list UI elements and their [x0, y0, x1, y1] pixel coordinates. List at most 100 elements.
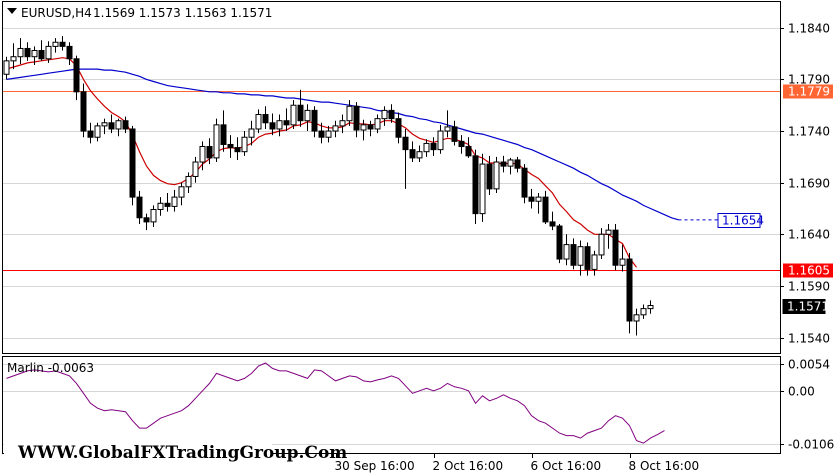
- candle[interactable]: [269, 113, 276, 136]
- candle[interactable]: [143, 213, 150, 231]
- candle[interactable]: [227, 135, 234, 158]
- candle[interactable]: [507, 157, 514, 175]
- candle[interactable]: [605, 223, 612, 249]
- candle[interactable]: [535, 192, 542, 214]
- candle[interactable]: [640, 304, 647, 319]
- collapse-triangle-icon[interactable]: [7, 8, 17, 14]
- candle[interactable]: [388, 104, 395, 123]
- candle[interactable]: [626, 252, 633, 334]
- candle[interactable]: [59, 36, 66, 51]
- candle[interactable]: [122, 116, 129, 134]
- candle[interactable]: [353, 102, 360, 138]
- candle[interactable]: [101, 118, 108, 135]
- candle[interactable]: [241, 131, 248, 156]
- candle[interactable]: [339, 114, 346, 134]
- candle[interactable]: [255, 109, 262, 134]
- candle[interactable]: [80, 83, 87, 138]
- candle[interactable]: [297, 89, 304, 127]
- candle[interactable]: [171, 189, 178, 212]
- candle[interactable]: [304, 104, 311, 132]
- candle[interactable]: [423, 139, 430, 157]
- x-tick-label: 8 Oct 16:00: [629, 459, 700, 473]
- candle[interactable]: [185, 172, 192, 193]
- candle[interactable]: [346, 100, 353, 126]
- candle[interactable]: [402, 128, 409, 189]
- candle[interactable]: [612, 223, 619, 271]
- candle[interactable]: [220, 110, 227, 152]
- candle[interactable]: [150, 205, 157, 228]
- candle[interactable]: [290, 100, 297, 129]
- y-tick-label: 0.0054: [788, 358, 830, 372]
- candle[interactable]: [647, 300, 654, 314]
- candle[interactable]: [136, 190, 143, 224]
- candle[interactable]: [437, 124, 444, 154]
- candle[interactable]: [213, 118, 220, 163]
- candle[interactable]: [521, 164, 528, 204]
- candle[interactable]: [556, 223, 563, 264]
- candle[interactable]: [444, 110, 451, 138]
- candle[interactable]: [52, 38, 59, 53]
- candle[interactable]: [157, 197, 164, 216]
- candle[interactable]: [325, 125, 332, 143]
- candle[interactable]: [430, 137, 437, 156]
- candle[interactable]: [66, 42, 73, 65]
- candle[interactable]: [584, 242, 591, 276]
- candle[interactable]: [73, 55, 80, 101]
- candle[interactable]: [311, 106, 318, 138]
- candle[interactable]: [458, 135, 465, 154]
- x-tick-label: 6 Oct 16:00: [531, 459, 602, 473]
- candle[interactable]: [24, 42, 31, 61]
- candle[interactable]: [563, 234, 570, 266]
- candle[interactable]: [234, 137, 241, 160]
- candle[interactable]: [542, 190, 549, 224]
- candle[interactable]: [528, 188, 535, 209]
- candle[interactable]: [45, 41, 52, 63]
- candle[interactable]: [493, 156, 500, 193]
- candle[interactable]: [381, 106, 388, 126]
- candle[interactable]: [318, 122, 325, 144]
- candle[interactable]: [248, 120, 255, 146]
- candle[interactable]: [416, 145, 423, 163]
- candle[interactable]: [129, 125, 136, 206]
- candle[interactable]: [94, 122, 101, 142]
- candle[interactable]: [591, 250, 598, 276]
- candle[interactable]: [619, 244, 626, 272]
- candle[interactable]: [500, 155, 507, 173]
- candle[interactable]: [577, 240, 584, 276]
- candle[interactable]: [262, 106, 269, 129]
- candle[interactable]: [367, 120, 374, 137]
- watermark-bg: [4, 439, 272, 466]
- candle[interactable]: [206, 138, 213, 165]
- candle[interactable]: [633, 308, 640, 336]
- candle[interactable]: [486, 155, 493, 196]
- candle[interactable]: [395, 112, 402, 144]
- candle[interactable]: [374, 114, 381, 134]
- candle[interactable]: [87, 122, 94, 144]
- candle[interactable]: [472, 149, 479, 224]
- candle[interactable]: [283, 108, 290, 132]
- candle[interactable]: [409, 141, 416, 163]
- candle[interactable]: [31, 46, 38, 65]
- candle[interactable]: [164, 192, 171, 212]
- candle[interactable]: [514, 156, 521, 173]
- candle[interactable]: [178, 182, 185, 206]
- candle[interactable]: [479, 153, 486, 222]
- candle[interactable]: [108, 114, 115, 134]
- candle[interactable]: [10, 43, 17, 70]
- candle[interactable]: [276, 114, 283, 137]
- candle[interactable]: [570, 238, 577, 270]
- candle[interactable]: [17, 38, 24, 64]
- candle[interactable]: [38, 40, 45, 61]
- candle[interactable]: [360, 119, 367, 141]
- candle[interactable]: [598, 228, 605, 260]
- candle[interactable]: [332, 120, 339, 138]
- candle[interactable]: [192, 156, 199, 183]
- candle[interactable]: [3, 56, 10, 80]
- candle[interactable]: [115, 118, 122, 137]
- candle[interactable]: [451, 120, 458, 146]
- price-tag: [782, 299, 826, 314]
- candle[interactable]: [199, 141, 206, 171]
- candle[interactable]: [549, 211, 556, 231]
- candle[interactable]: [465, 137, 472, 158]
